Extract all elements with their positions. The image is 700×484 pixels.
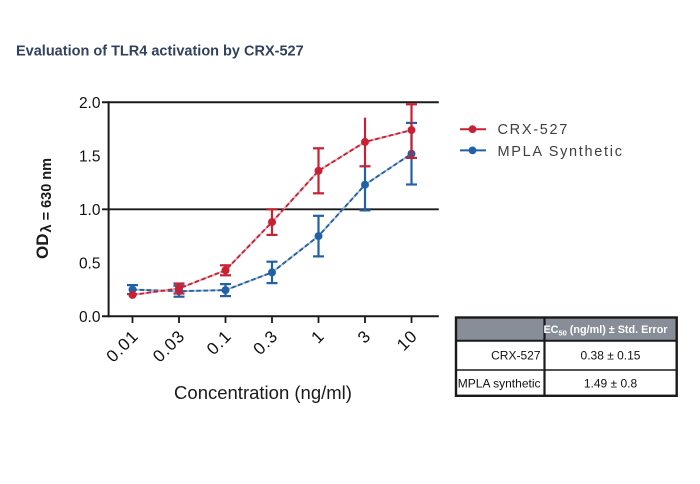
svg-text:1.5: 1.5 — [79, 149, 101, 166]
svg-text:Evaluation of TLR4 activation: Evaluation of TLR4 activation by CRX-527 — [16, 43, 304, 59]
svg-text:1: 1 — [307, 326, 328, 347]
svg-text:0.01: 0.01 — [103, 326, 143, 366]
svg-text:2.0: 2.0 — [79, 95, 101, 112]
svg-text:0.3: 0.3 — [250, 326, 282, 358]
svg-text:0.38 ± 0.15: 0.38 ± 0.15 — [581, 349, 641, 363]
svg-text:0.0: 0.0 — [79, 309, 101, 326]
svg-text:0.1: 0.1 — [203, 326, 235, 358]
svg-text:10: 10 — [393, 326, 421, 354]
svg-text:1.0: 1.0 — [79, 202, 101, 219]
svg-text:Concentration (ng/ml): Concentration (ng/ml) — [174, 382, 352, 403]
svg-text:0.03: 0.03 — [149, 326, 189, 366]
svg-text:CRX-527: CRX-527 — [498, 122, 570, 138]
svg-text:3: 3 — [354, 326, 375, 347]
svg-text:1.49 ± 0.8: 1.49 ± 0.8 — [584, 377, 638, 391]
svg-text:MPLA Synthetic: MPLA Synthetic — [498, 144, 624, 160]
svg-text:CRX-527: CRX-527 — [491, 349, 541, 363]
svg-text:MPLA synthetic: MPLA synthetic — [458, 377, 541, 391]
svg-text:ODλ = 630 nm: ODλ = 630 nm — [33, 158, 55, 259]
svg-text:0.5: 0.5 — [79, 256, 101, 273]
svg-text:EC50 (ng/ml) ± Std. Error: EC50 (ng/ml) ± Std. Error — [543, 324, 668, 338]
